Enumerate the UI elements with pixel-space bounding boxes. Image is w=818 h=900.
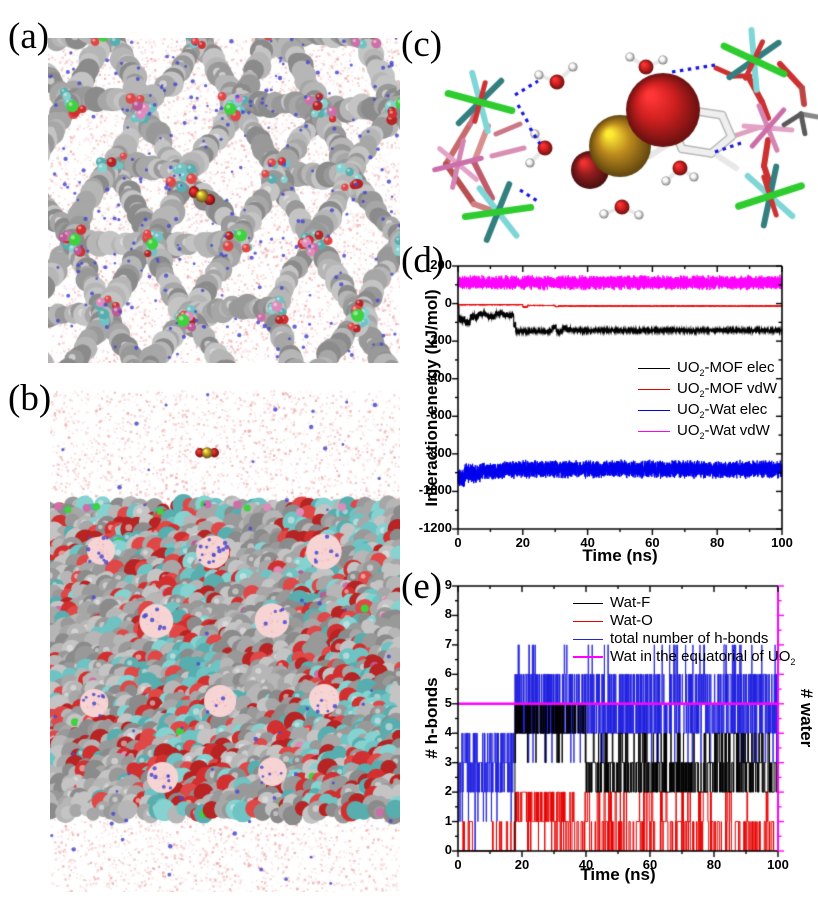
y-tick-label: 0 [444,842,452,857]
legend-item-wat-equatorial: Wat in the equatorial of UO2 [573,648,795,667]
x-tick-label: 100 [771,535,793,550]
y-tick-label: 5 [444,694,452,710]
y-tick-label: 1 [444,812,452,828]
y-tick-label: 0 [444,294,452,310]
legend-line-sample [573,638,603,640]
chart-d-x-axis-title: Time (ns) [582,546,658,565]
y-tick-label: 200 [430,257,452,272]
chart-e-x-axis-title: Time (ns) [580,865,656,884]
x-tick-label: 20 [514,857,530,872]
y-tick-label: -600 [425,407,452,423]
x-tick-label: 60 [645,535,660,550]
panel-b-label: (b) [8,378,52,419]
chart-d-y-axis-title: Interaction energy (kJ/mol) [422,289,441,507]
y-tick-label: 3 [444,753,452,769]
chart-hydrogen-bonds: # h-bonds # water Time (ns) Wat-F Wat-O … [418,566,818,900]
chart-e-y-axis-title: # h-bonds [422,677,441,759]
y-tick-label: 6 [444,665,452,681]
x-tick-label: 100 [767,857,789,872]
legend-line-sample [573,620,603,622]
chart-e-legend: Wat-F Wat-O total number of h-bonds Wat … [573,594,795,667]
legend-line-sample [573,602,603,604]
x-tick-label: 40 [578,857,594,872]
x-tick-label: 0 [454,535,462,550]
y-tick-label: -400 [425,369,452,385]
chart-interaction-energy: Interaction energy (kJ/mol) Time (ns) UO… [418,257,818,570]
legend-line-sample [638,368,670,369]
x-tick-label: 0 [454,857,462,872]
x-tick-label: 80 [706,857,722,872]
legend-item-total-hbonds: total number of h-bonds [573,630,795,648]
panel-b-mof-slab-side-view-snapshot [50,390,400,892]
y-tick-label: -800 [425,444,452,460]
chart-e-plot-canvas [418,566,818,900]
x-tick-label: 20 [515,535,531,550]
legend-line-sample [638,431,670,432]
legend-item-uo2-wat-elec: UO2-Wat elec [638,400,777,421]
y-tick-label: 9 [444,577,452,592]
y-tick-label: 4 [444,724,452,740]
x-tick-label: 40 [580,535,595,550]
y-tick-label: 2 [444,783,452,799]
y-tick-label: 8 [444,606,452,622]
legend-line-sample [573,656,603,658]
panel-a-label: (a) [8,16,50,57]
chart-e-right-y-axis-title: # water [797,688,816,748]
y-tick-label: -1000 [418,482,452,498]
legend-item-uo2-mof-elec: UO2-MOF elec [638,358,777,379]
legend-line-sample [638,389,670,390]
y-tick-label: 7 [444,635,452,651]
y-tick-label: -1200 [418,520,452,535]
panel-a-mof-top-view-snapshot [48,38,400,363]
x-tick-label: 60 [642,857,658,872]
legend-item-wat-f: Wat-F [573,594,795,612]
legend-line-sample [638,410,670,411]
chart-d-legend: UO2-MOF elec UO2-MOF vdW UO2-Wat elec UO… [638,358,777,442]
legend-item-wat-o: Wat-O [573,612,795,630]
legend-item-uo2-wat-vdw: UO2-Wat vdW [638,421,777,442]
chart-d-plot-canvas [418,258,818,570]
legend-item-uo2-mof-vdw: UO2-MOF vdW [638,379,777,400]
y-tick-label: -200 [425,332,452,348]
x-tick-label: 80 [709,535,725,550]
panel-c-uranyl-binding-closeup [418,6,818,258]
